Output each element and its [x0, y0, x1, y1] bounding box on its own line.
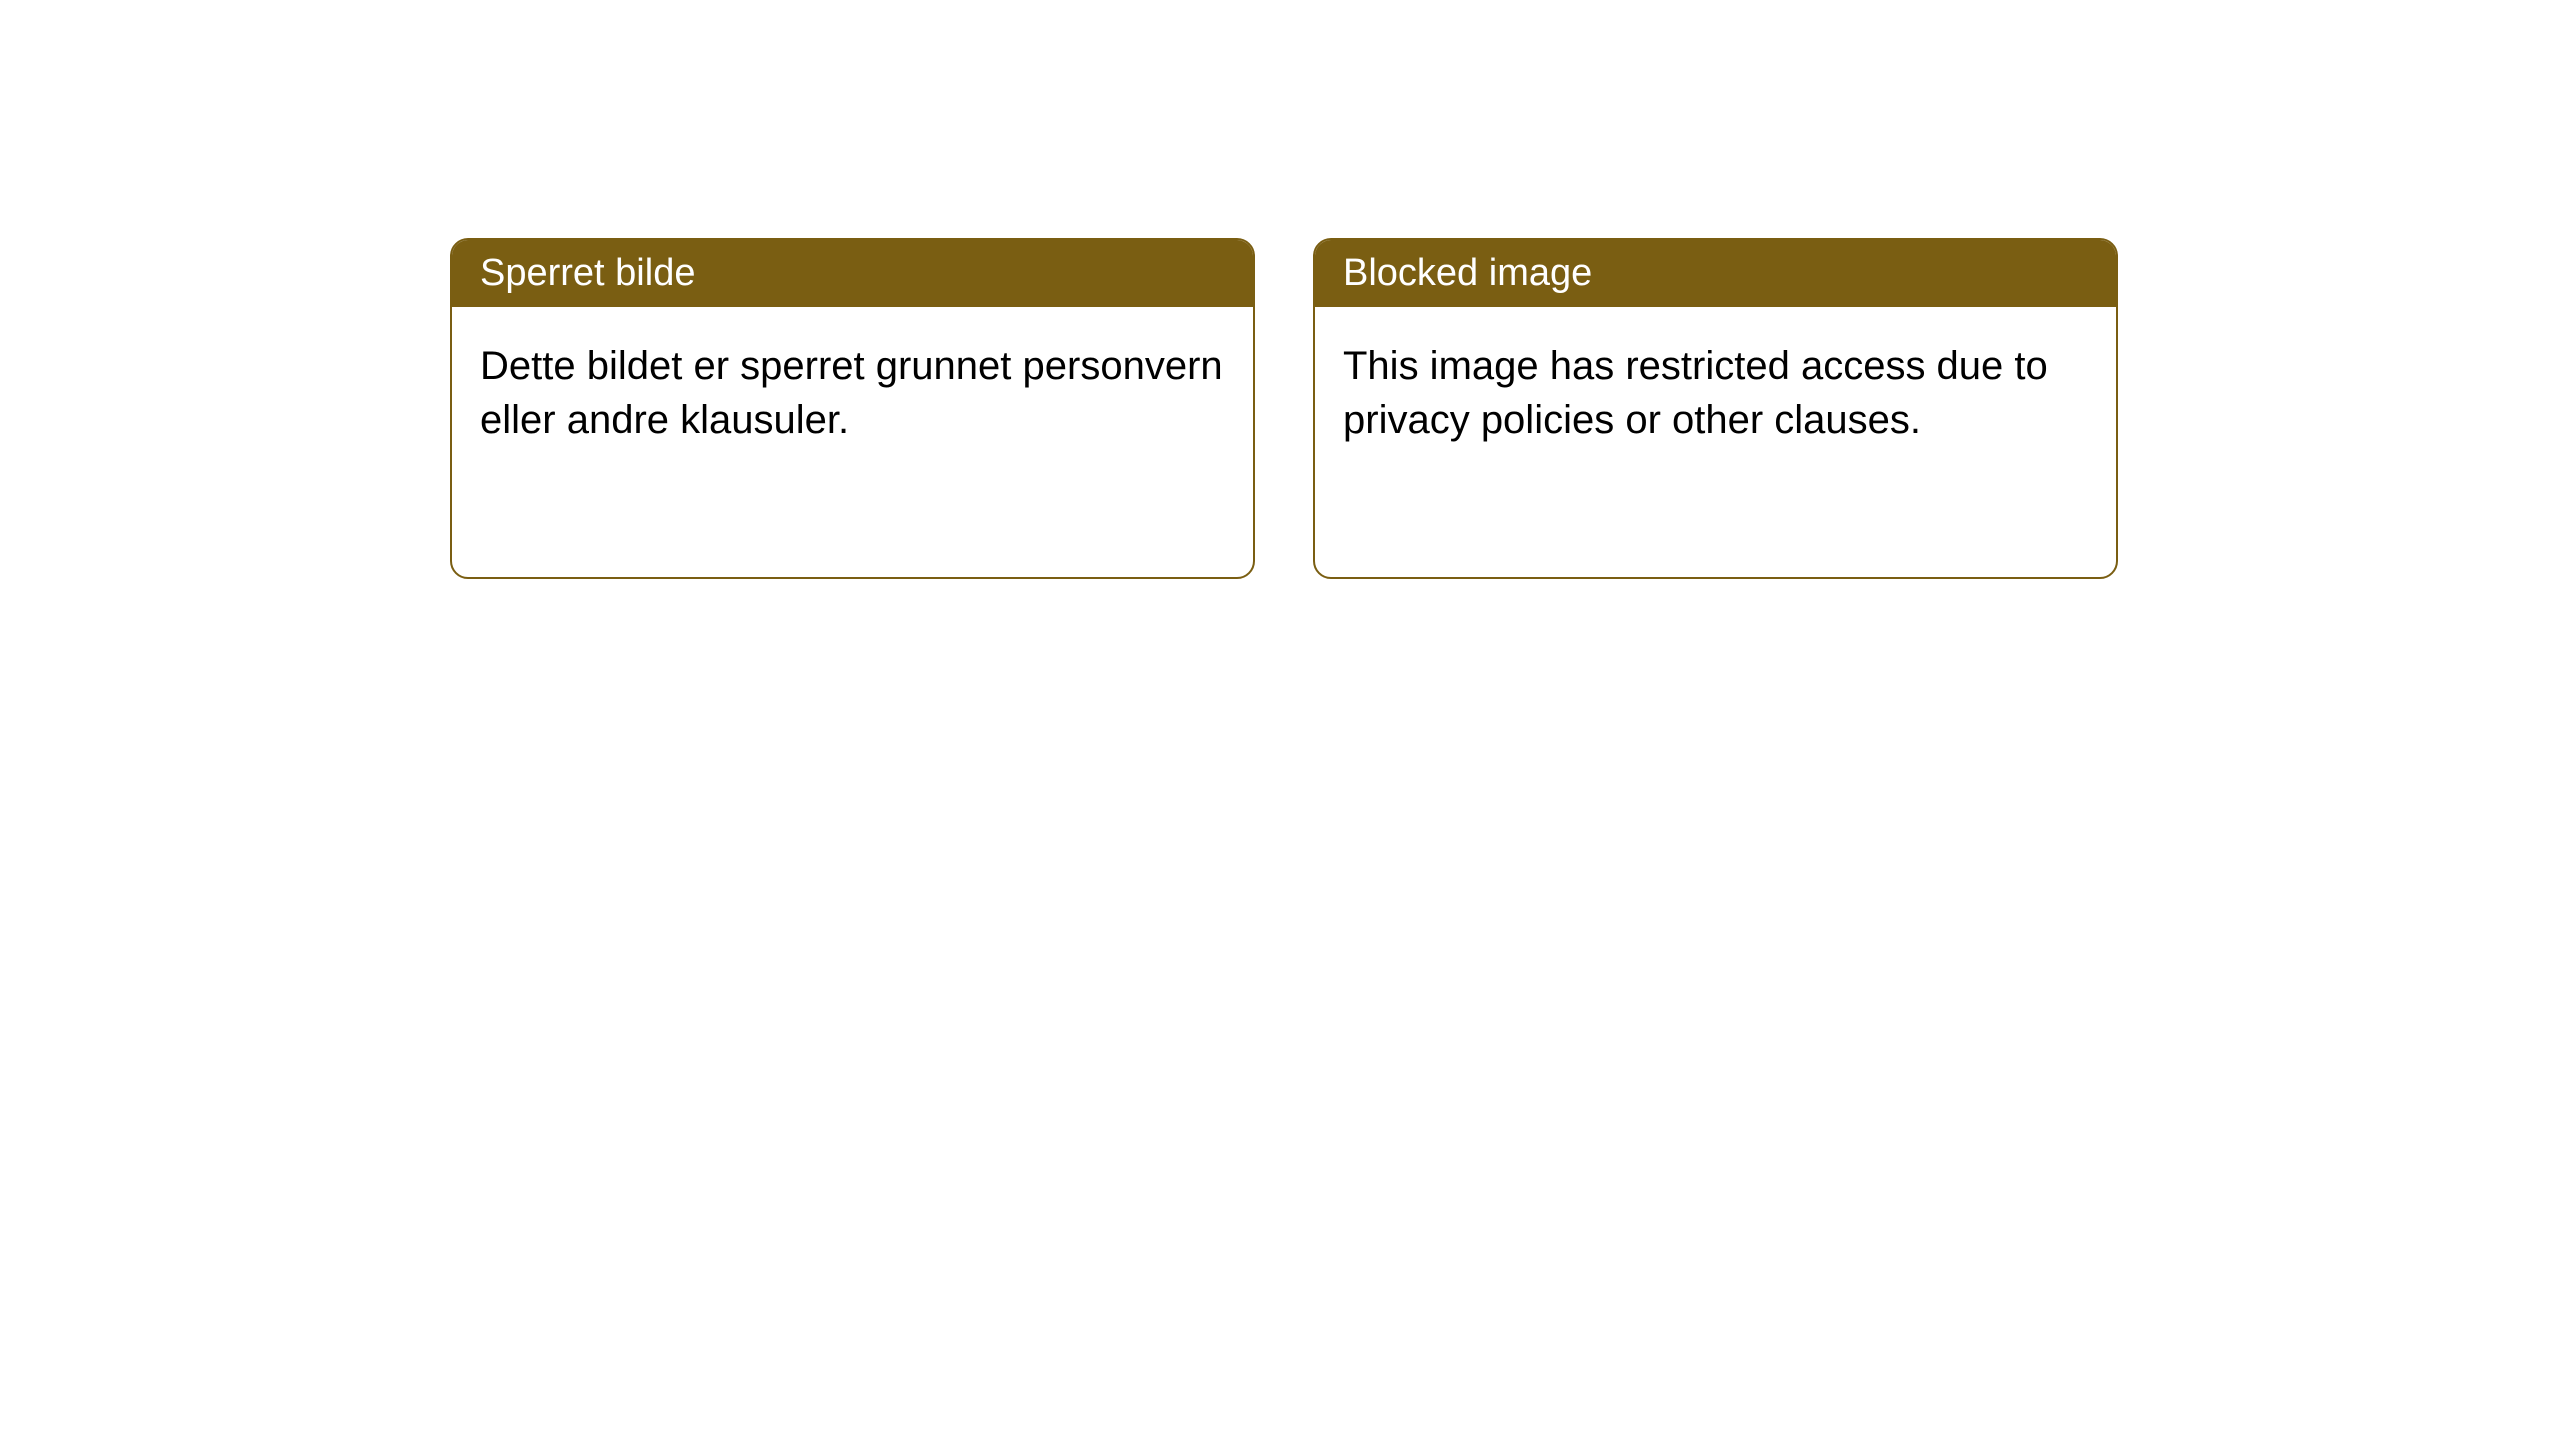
card-header-no: Sperret bilde — [452, 240, 1253, 307]
card-header-en: Blocked image — [1315, 240, 2116, 307]
card-body-no: Dette bildet er sperret grunnet personve… — [452, 307, 1253, 577]
blocked-image-card-no: Sperret bilde Dette bildet er sperret gr… — [450, 238, 1255, 579]
card-body-en: This image has restricted access due to … — [1315, 307, 2116, 577]
blocked-image-card-en: Blocked image This image has restricted … — [1313, 238, 2118, 579]
notice-cards-container: Sperret bilde Dette bildet er sperret gr… — [450, 238, 2118, 579]
